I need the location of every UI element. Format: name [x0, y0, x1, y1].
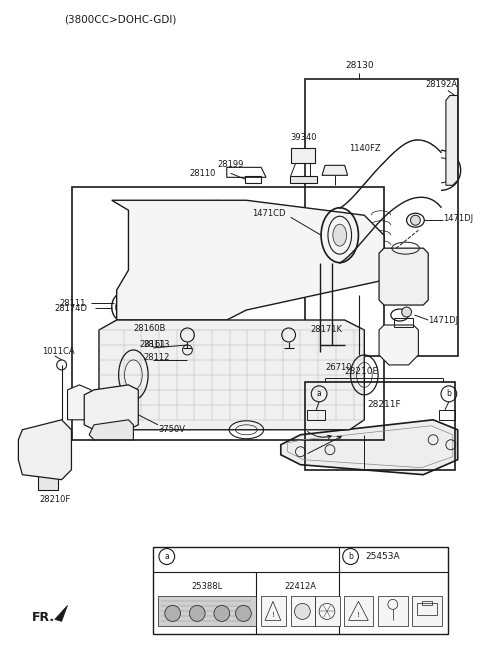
Text: 28111: 28111: [60, 299, 86, 307]
Text: 28112: 28112: [143, 353, 169, 363]
Text: b: b: [446, 389, 451, 398]
Text: 28199: 28199: [217, 160, 244, 169]
Bar: [290, 596, 315, 626]
Circle shape: [410, 215, 420, 225]
Text: b: b: [348, 552, 353, 561]
Polygon shape: [112, 201, 384, 320]
Polygon shape: [18, 420, 72, 480]
Text: 1011CA: 1011CA: [42, 348, 74, 357]
Text: 28210F: 28210F: [39, 495, 71, 504]
Polygon shape: [446, 96, 458, 186]
Text: 26710: 26710: [325, 363, 352, 372]
Text: !: !: [357, 613, 360, 618]
Polygon shape: [379, 325, 419, 365]
Text: 25388L: 25388L: [192, 582, 223, 591]
Text: 1471DJ: 1471DJ: [428, 316, 458, 324]
Text: 28160B: 28160B: [133, 324, 166, 333]
Polygon shape: [38, 475, 58, 490]
Bar: [344, 596, 373, 626]
Bar: [412, 596, 442, 626]
Text: 28211F: 28211F: [367, 400, 401, 409]
Text: 28110: 28110: [189, 169, 216, 178]
Bar: [72, 187, 384, 440]
Text: 28174D: 28174D: [54, 303, 87, 312]
Text: 39340: 39340: [290, 133, 317, 142]
Bar: [315, 596, 340, 626]
Polygon shape: [55, 605, 68, 621]
Bar: [394, 318, 413, 327]
Text: 28210E: 28210E: [344, 367, 378, 376]
Bar: [305, 79, 458, 356]
Circle shape: [165, 605, 180, 621]
Text: 1471DJ: 1471DJ: [443, 214, 473, 223]
Text: 1471CD: 1471CD: [252, 209, 286, 217]
Text: 28130: 28130: [345, 61, 374, 70]
Polygon shape: [379, 248, 428, 305]
Text: a: a: [165, 552, 169, 561]
Text: 25453A: 25453A: [366, 552, 400, 561]
Circle shape: [295, 603, 310, 619]
Text: 28171K: 28171K: [310, 326, 342, 335]
Polygon shape: [281, 420, 458, 475]
Bar: [378, 596, 408, 626]
Polygon shape: [289, 176, 317, 184]
Polygon shape: [84, 385, 138, 430]
Circle shape: [402, 307, 411, 317]
Circle shape: [236, 605, 252, 621]
Text: FR.: FR.: [32, 611, 55, 624]
Bar: [422, 602, 432, 605]
Text: 3750V: 3750V: [158, 425, 185, 434]
Text: (3800CC>DOHC-GDI): (3800CC>DOHC-GDI): [65, 15, 177, 25]
Bar: [153, 547, 448, 634]
Text: 28113: 28113: [143, 340, 170, 350]
Polygon shape: [99, 320, 364, 430]
Text: 1140FZ: 1140FZ: [349, 144, 381, 153]
Polygon shape: [290, 148, 315, 163]
Bar: [418, 603, 437, 615]
Polygon shape: [322, 165, 348, 175]
Polygon shape: [68, 385, 91, 420]
Circle shape: [214, 605, 230, 621]
Text: 28161: 28161: [139, 340, 166, 350]
Circle shape: [190, 605, 205, 621]
Ellipse shape: [333, 224, 347, 246]
Bar: [261, 596, 286, 626]
Bar: [158, 596, 256, 626]
Text: !: !: [272, 613, 275, 618]
Text: 28192A: 28192A: [425, 80, 457, 89]
Text: a: a: [317, 389, 322, 398]
Bar: [305, 382, 455, 469]
Polygon shape: [89, 420, 133, 440]
Text: 22412A: 22412A: [285, 582, 316, 591]
